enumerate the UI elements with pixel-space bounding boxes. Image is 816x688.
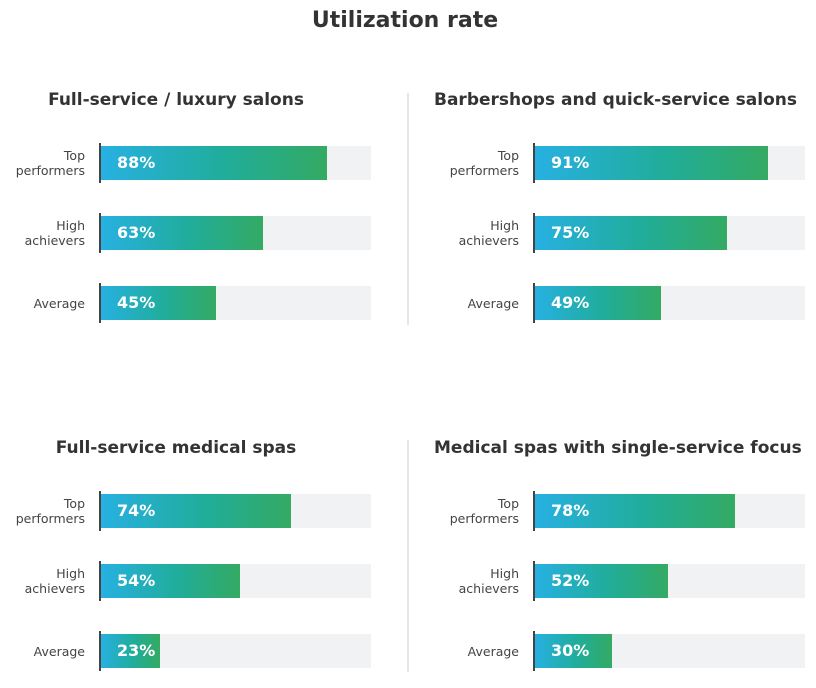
category-label: Average: [467, 643, 519, 659]
data-label: 88%: [117, 153, 156, 172]
category-label: Top performers: [15, 148, 85, 178]
bar: [101, 146, 327, 180]
axis-line: [99, 213, 101, 253]
category-label: High achievers: [458, 218, 519, 248]
bar: [101, 494, 291, 528]
data-label: 75%: [551, 223, 590, 242]
bar-track: 45%: [101, 286, 371, 320]
bar-row: Top performers 74%: [0, 491, 400, 531]
data-label: 49%: [551, 293, 590, 312]
bar-row: High achievers 52%: [434, 561, 816, 601]
panel-divider: [407, 93, 409, 325]
category-label: Top performers: [15, 496, 85, 526]
panel-title: Barbershops and quick-service salons: [434, 90, 797, 110]
bar-row: High achievers 75%: [434, 213, 816, 253]
bar-row: High achievers 63%: [0, 213, 400, 253]
bar-track: 63%: [101, 216, 371, 250]
category-label: Average: [33, 295, 85, 311]
bar-track: 30%: [535, 634, 805, 668]
bar: [535, 494, 735, 528]
bar-track: 88%: [101, 146, 371, 180]
bar-track: 52%: [535, 564, 805, 598]
panel-divider: [407, 440, 409, 672]
data-label: 91%: [551, 153, 590, 172]
bar-row: Top performers 91%: [434, 143, 816, 183]
bar-track: 49%: [535, 286, 805, 320]
panel-title: Medical spas with single-service focus: [434, 438, 802, 458]
data-label: 54%: [117, 571, 156, 590]
axis-line: [533, 561, 535, 601]
data-label: 23%: [117, 641, 156, 660]
bar-row: Average 23%: [0, 631, 400, 671]
data-label: 45%: [117, 293, 156, 312]
bar-row: Average 49%: [434, 283, 816, 323]
axis-line: [99, 283, 101, 323]
bar-track: 23%: [101, 634, 371, 668]
bar-track: 74%: [101, 494, 371, 528]
axis-line: [99, 631, 101, 671]
chart-panel: Full-service / luxury salons Top perform…: [0, 80, 400, 340]
bar: [535, 286, 661, 320]
axis-line: [533, 491, 535, 531]
category-label: Average: [33, 643, 85, 659]
data-label: 52%: [551, 571, 590, 590]
bar: [535, 634, 612, 668]
category-label: Top performers: [449, 496, 519, 526]
panel-title: Full-service / luxury salons: [48, 90, 304, 110]
data-label: 30%: [551, 641, 590, 660]
bar: [101, 564, 240, 598]
category-label: Top performers: [449, 148, 519, 178]
category-label: Average: [467, 295, 519, 311]
bar: [101, 216, 263, 250]
chart-title: Utilization rate: [311, 8, 499, 33]
axis-line: [99, 143, 101, 183]
category-label: High achievers: [24, 566, 85, 596]
data-label: 63%: [117, 223, 156, 242]
axis-line: [533, 631, 535, 671]
axis-line: [533, 213, 535, 253]
chart-panel: Barbershops and quick-service salons Top…: [434, 80, 816, 340]
chart-panel: Full-service medical spas Top performers…: [0, 428, 400, 688]
axis-line: [99, 561, 101, 601]
axis-line: [533, 283, 535, 323]
bar-track: 54%: [101, 564, 371, 598]
category-label: High achievers: [458, 566, 519, 596]
bar-row: Average 45%: [0, 283, 400, 323]
data-label: 74%: [117, 501, 156, 520]
bar: [535, 216, 727, 250]
bar-track: 78%: [535, 494, 805, 528]
panel-title: Full-service medical spas: [55, 438, 297, 458]
bar-track: 91%: [535, 146, 805, 180]
bar-track: 75%: [535, 216, 805, 250]
bar-row: High achievers 54%: [0, 561, 400, 601]
bar-row: Top performers 88%: [0, 143, 400, 183]
bar: [535, 564, 668, 598]
bar: [101, 286, 216, 320]
axis-line: [533, 143, 535, 183]
data-label: 78%: [551, 501, 590, 520]
category-label: High achievers: [24, 218, 85, 248]
bar-row: Average 30%: [434, 631, 816, 671]
axis-line: [99, 491, 101, 531]
bar-row: Top performers 78%: [434, 491, 816, 531]
bar: [101, 634, 160, 668]
bar: [535, 146, 768, 180]
chart-panel: Medical spas with single-service focus T…: [434, 428, 816, 688]
